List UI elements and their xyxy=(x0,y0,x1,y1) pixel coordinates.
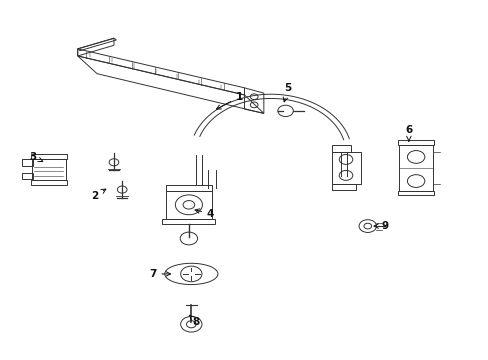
Text: 8: 8 xyxy=(189,315,200,327)
Text: 1: 1 xyxy=(216,92,243,109)
Text: 7: 7 xyxy=(149,269,170,279)
Text: 6: 6 xyxy=(405,125,412,141)
Text: 5: 5 xyxy=(283,83,291,102)
Text: 3: 3 xyxy=(29,152,42,162)
Text: 2: 2 xyxy=(91,189,105,201)
Text: 4: 4 xyxy=(195,209,214,219)
Text: 9: 9 xyxy=(373,221,387,231)
